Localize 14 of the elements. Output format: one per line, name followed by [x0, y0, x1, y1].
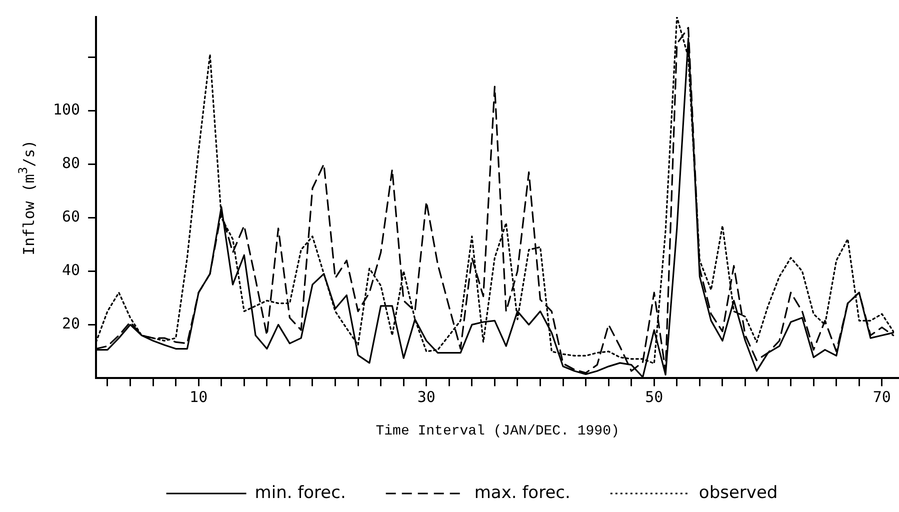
y-tick-label: 40 [62, 261, 80, 280]
x-tick-label: 70 [872, 388, 891, 406]
x-tick-label: 10 [190, 388, 208, 406]
y-tick-label: 80 [62, 154, 80, 172]
y-axis-title: Inflow (m3/s) [16, 140, 38, 256]
y-tick-label: 60 [62, 208, 80, 226]
x-tick-label: 50 [645, 388, 664, 406]
x-tick-label: 30 [417, 388, 436, 406]
y-tick-label: 20 [62, 314, 80, 333]
legend-label: max. forec. [474, 482, 570, 503]
y-tick-label: 100 [53, 100, 80, 119]
legend-label: min. forec. [254, 482, 346, 503]
legend-label: observed [698, 482, 778, 503]
x-axis-title: Time Interval (JAN/DEC. 1990) [376, 423, 620, 440]
